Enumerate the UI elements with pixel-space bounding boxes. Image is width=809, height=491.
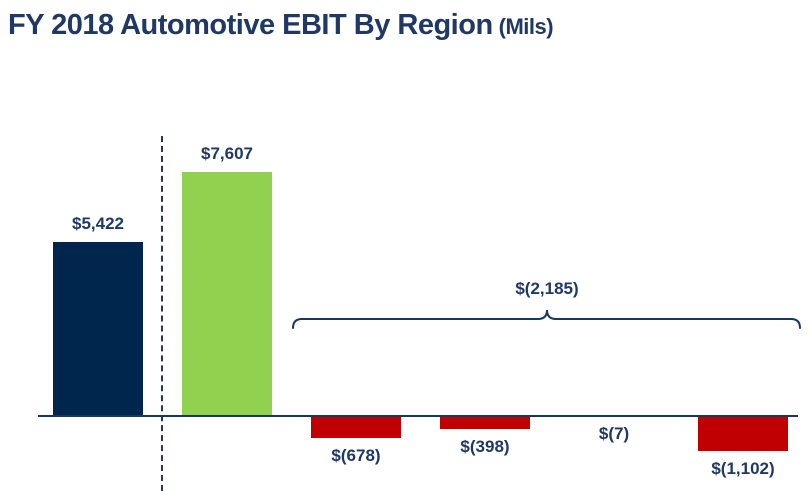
bar-group-region-5: $(1,102): [698, 0, 788, 491]
page-title: FY 2018 Automotive EBIT By Region (Mils): [8, 5, 554, 47]
bar-group-region-2: $(678): [311, 0, 401, 491]
bar: [311, 416, 401, 438]
bar-value-label: $(7): [598, 424, 630, 444]
bar-value-label: $(1,102): [711, 459, 775, 479]
bar-group-region-4: $(7): [569, 0, 659, 491]
bar-value-label: $7,607: [201, 143, 253, 163]
sum-brace-path: [292, 309, 801, 329]
total-vs-regions-separator-line: [161, 136, 163, 491]
bar: [440, 416, 530, 429]
page-title-main: FY 2018 Automotive EBIT By Region: [8, 9, 493, 41]
sum-brace-label: $(2,185): [515, 279, 579, 298]
bar-value-label: $(678): [331, 445, 381, 465]
page-title-units: (Mils): [498, 14, 554, 39]
bar: [698, 416, 788, 452]
bar-value-label: $(398): [460, 436, 510, 456]
bar: [53, 242, 143, 416]
sum-brace: [292, 309, 801, 329]
bar-group-region-1: $7,607: [182, 0, 272, 491]
bar-group-total: $5,422: [53, 0, 143, 491]
bar: [182, 171, 272, 416]
x-axis-line: [38, 415, 798, 417]
bar-value-label: $5,422: [72, 214, 124, 233]
bar-group-region-3: $(398): [440, 0, 530, 491]
